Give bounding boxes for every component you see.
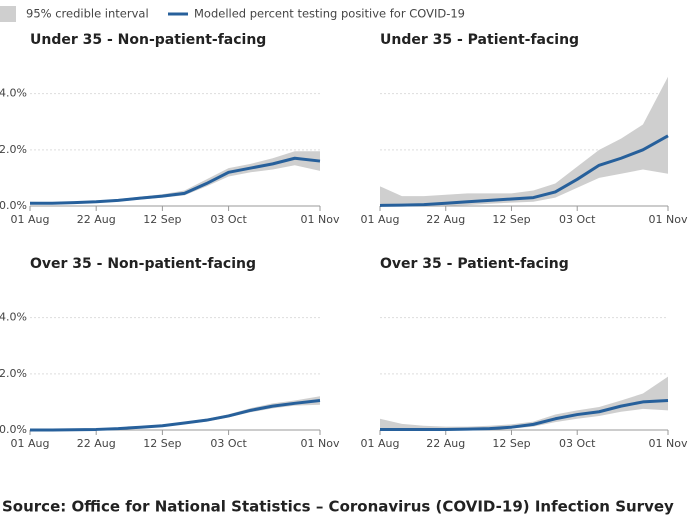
line: [380, 399, 669, 431]
y-tick-label: 2.0%: [0, 143, 27, 156]
panel-title: Over 35 - Patient-facing: [380, 256, 569, 272]
y-tick-label: 0.0%: [0, 199, 27, 212]
x-tick-label: 01 Aug: [11, 213, 50, 226]
x-tick-label: 01 Nov: [301, 213, 340, 226]
legend-label: Modelled percent testing positive for CO…: [194, 7, 465, 21]
x-tick-label: 01 Nov: [649, 213, 688, 226]
y-tick-label: 4.0%: [0, 87, 27, 100]
x-tick-label: 22 Aug: [426, 437, 465, 450]
source: Source: Office for National Statistics –…: [2, 498, 674, 516]
line: [30, 156, 321, 205]
y-tick-label: 2.0%: [0, 367, 27, 380]
x-tick-label: 03 Oct: [210, 213, 247, 226]
x-tick-label: 22 Aug: [426, 213, 465, 226]
credible-interval: [380, 376, 668, 430]
x-tick-label: 03 Oct: [559, 213, 596, 226]
x-tick-label: 01 Aug: [361, 213, 400, 226]
legend-swatch: [0, 6, 16, 22]
panel-title: Under 35 - Patient-facing: [380, 32, 579, 48]
x-tick-label: 03 Oct: [559, 437, 596, 450]
x-tick-label: 12 Sep: [492, 437, 530, 450]
x-tick-label: 22 Aug: [77, 437, 116, 450]
x-tick-label: 12 Sep: [492, 213, 530, 226]
credible-interval: [380, 76, 668, 207]
panel-title: Under 35 - Non-patient-facing: [30, 32, 266, 48]
legend-label: 95% credible interval: [26, 7, 149, 21]
x-tick-label: 12 Sep: [143, 213, 181, 226]
credible-interval: [30, 151, 320, 205]
x-tick-label: 12 Sep: [143, 437, 181, 450]
x-tick-label: 01 Aug: [361, 437, 400, 450]
line: [379, 134, 669, 207]
panel-title: Over 35 - Non-patient-facing: [30, 256, 256, 272]
y-tick-label: 4.0%: [0, 311, 27, 324]
x-tick-label: 01 Nov: [649, 437, 688, 450]
x-tick-label: 01 Aug: [11, 437, 50, 450]
line: [30, 399, 321, 432]
x-tick-label: 22 Aug: [77, 213, 116, 226]
y-tick-label: 0.0%: [0, 423, 27, 436]
x-tick-label: 03 Oct: [210, 437, 247, 450]
x-tick-label: 01 Nov: [301, 437, 340, 450]
